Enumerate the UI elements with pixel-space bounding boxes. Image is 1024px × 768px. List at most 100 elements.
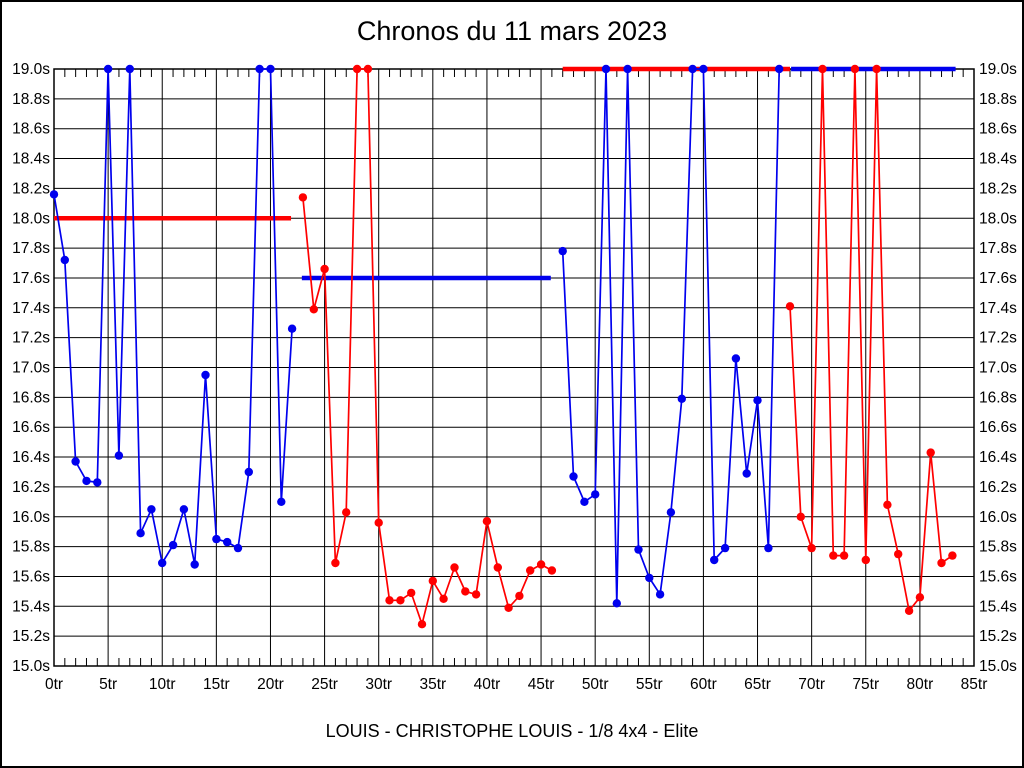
y-tick-label: 18.0s — [12, 210, 50, 227]
x-tick-label: 85tr — [961, 676, 988, 693]
lap-point — [894, 549, 903, 559]
y-tick-label: 18.6s — [12, 121, 50, 138]
lap-point — [937, 558, 946, 568]
lap-point — [168, 540, 178, 550]
lap-point — [926, 448, 935, 457]
y-tick-label: 16.2s — [12, 479, 50, 496]
lap-point — [569, 472, 578, 481]
x-tick-label: 75tr — [852, 676, 879, 693]
lap-point — [374, 518, 383, 527]
lap-point — [742, 469, 751, 478]
lap-point — [580, 497, 589, 506]
y-tick-label: 15.4s — [979, 598, 1017, 615]
x-tick-label: 55tr — [636, 676, 663, 693]
x-tick-label: 70tr — [798, 676, 825, 693]
lap-point — [872, 64, 881, 74]
lap-point — [547, 566, 557, 575]
lap-point — [515, 591, 524, 601]
lap-point — [277, 497, 286, 506]
lap-point — [266, 64, 275, 74]
x-tick-label: 45tr — [528, 676, 555, 693]
y-tick-label: 17.6s — [979, 270, 1017, 287]
lap-point — [114, 451, 124, 460]
y-tick-label: 18.8s — [12, 91, 50, 108]
y-tick-label: 15.6s — [979, 568, 1017, 585]
y-tick-label: 16.4s — [979, 449, 1017, 466]
chart-title: Chronos du 11 mars 2023 — [356, 16, 668, 46]
x-tick-label: 35tr — [419, 676, 446, 693]
lap-point — [861, 555, 870, 565]
y-tick-label: 18.6s — [979, 121, 1017, 138]
lap-point — [666, 508, 676, 517]
lap-point — [158, 558, 167, 568]
lap-point — [818, 64, 827, 74]
series-blue-run-1-line — [53, 68, 293, 566]
y-tick-label: 19.0s — [12, 61, 50, 78]
series-blue-run-1 — [49, 64, 297, 569]
lap-point — [136, 529, 145, 538]
y-tick-label: 16.6s — [12, 419, 50, 436]
lap-point — [320, 264, 329, 274]
y-tick-label: 17.0s — [12, 360, 50, 377]
lap-point — [536, 560, 546, 569]
lap-point — [471, 590, 481, 599]
lap-point — [417, 620, 427, 629]
lap-point — [645, 573, 654, 583]
x-tick-label: 10tr — [149, 676, 176, 693]
y-tick-label: 16.8s — [979, 389, 1017, 406]
y-tick-label: 18.4s — [12, 151, 50, 168]
x-tick-label: 15tr — [203, 676, 230, 693]
series-red-run-1-line — [302, 68, 553, 628]
lap-point — [244, 467, 253, 477]
x-tick-label: 65tr — [744, 676, 771, 693]
lap-point — [850, 64, 860, 74]
y-tick-label: 17.4s — [979, 300, 1017, 317]
lap-point — [223, 537, 232, 547]
y-tick-label: 15.8s — [12, 539, 50, 556]
y-tick-label: 16.0s — [12, 509, 50, 526]
lap-point — [904, 606, 914, 615]
lap-point — [720, 543, 730, 553]
y-tick-label: 17.0s — [979, 360, 1017, 377]
x-tick-label: 30tr — [365, 676, 392, 693]
lap-point — [60, 255, 69, 265]
y-tick-label: 18.2s — [12, 180, 50, 197]
y-tick-label: 16.8s — [12, 389, 50, 406]
y-tick-label: 18.0s — [979, 210, 1017, 227]
y-tick-label: 17.6s — [12, 270, 50, 287]
y-tick-label: 16.0s — [979, 509, 1017, 526]
y-axis-labels-left: 15.0s 15.2s 15.4s 15.6s 15.8s 16.0s 16.2s 16.4s… — [12, 61, 50, 675]
series-blue-run-2 — [558, 64, 784, 608]
y-tick-label: 15.8s — [979, 539, 1017, 556]
y-tick-label: 15.2s — [979, 628, 1017, 645]
lap-point — [71, 457, 80, 466]
lap-point — [493, 563, 502, 572]
lap-point — [428, 576, 437, 586]
y-tick-label: 18.2s — [979, 180, 1017, 197]
x-tick-label: 50tr — [582, 676, 609, 693]
lap-point — [883, 500, 892, 509]
x-tick-label: 40tr — [474, 676, 501, 693]
lap-point — [482, 517, 492, 526]
lap-point — [829, 551, 838, 560]
lap-point — [255, 64, 264, 74]
lap-point — [298, 193, 308, 202]
lap-point — [233, 543, 243, 553]
y-tick-label: 17.8s — [979, 240, 1017, 257]
x-tick-label: 25tr — [311, 676, 338, 693]
lap-point — [49, 190, 59, 199]
y-axis-labels-right: 15.0s 15.2s 15.4s 15.6s 15.8s 16.0s 16.2s 16.4s… — [979, 61, 1017, 675]
y-tick-label: 17.2s — [979, 330, 1017, 347]
y-tick-label: 17.4s — [12, 300, 50, 317]
y-tick-label: 15.6s — [12, 568, 50, 585]
lap-point — [407, 588, 416, 598]
y-tick-label: 18.4s — [979, 151, 1017, 168]
lap-point — [147, 505, 156, 514]
x-tick-label: 20tr — [257, 676, 284, 693]
lap-point — [504, 603, 513, 612]
lap-point — [179, 505, 189, 514]
lap-point — [601, 64, 611, 74]
lap-point — [201, 370, 210, 380]
lap-point — [558, 246, 567, 256]
